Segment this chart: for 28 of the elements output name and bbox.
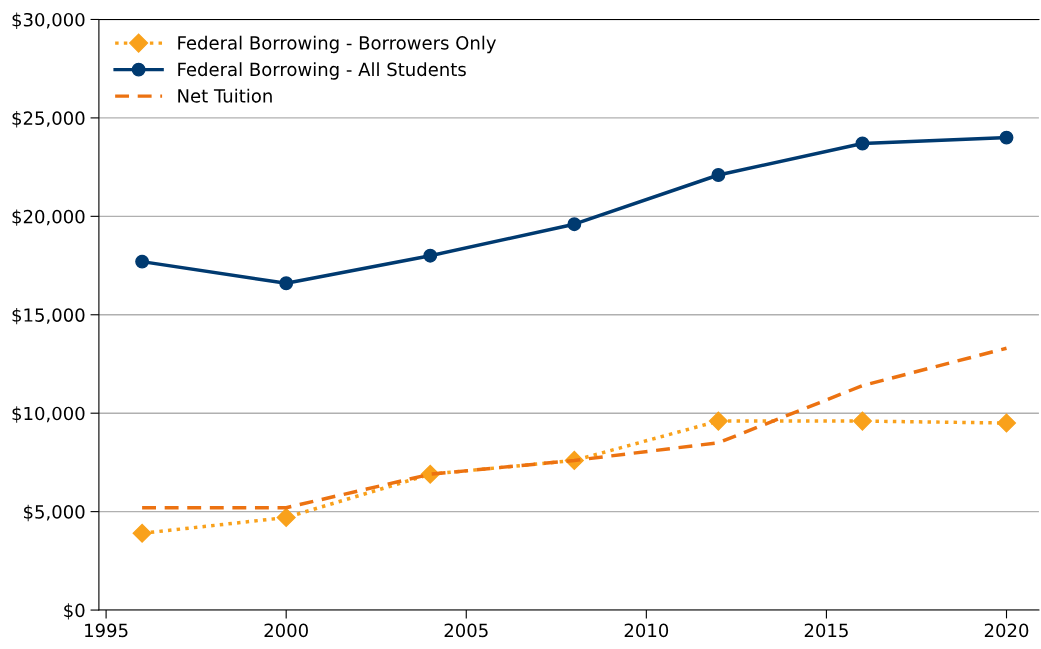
x-tick-label: 2020 [984, 623, 1029, 638]
legend-label: Net Tuition [178, 88, 272, 103]
y-tick-label: $30,000 [12, 12, 85, 29]
point [279, 276, 294, 291]
x-tick-label: 1995 [85, 623, 128, 638]
y-tick-label: $25,000 [12, 111, 85, 128]
point [135, 254, 150, 269]
y-tick-label: $15,000 [12, 307, 85, 325]
point [852, 411, 872, 431]
point [708, 411, 728, 431]
point [132, 523, 152, 543]
x-tick-label: 2005 [444, 623, 488, 638]
y-tick-label: $10,000 [12, 406, 85, 423]
y-tick-label: $5,000 [24, 504, 85, 522]
y-tick-label: $20,000 [12, 209, 85, 226]
legend-label: Federal Borrowing - Borrowers Only [178, 35, 496, 54]
y-tick-label: $0 [64, 603, 85, 620]
legend-label: Federal Borrowing - All Students [178, 62, 466, 80]
point [423, 248, 438, 263]
point [999, 130, 1014, 145]
point [996, 413, 1017, 433]
x-tick-label: 2010 [624, 623, 669, 638]
point [567, 217, 582, 232]
point [855, 136, 870, 151]
x-tick-label: 2000 [264, 623, 308, 638]
x-tick-label: 2015 [804, 623, 848, 638]
point [711, 168, 726, 182]
point [276, 508, 296, 528]
